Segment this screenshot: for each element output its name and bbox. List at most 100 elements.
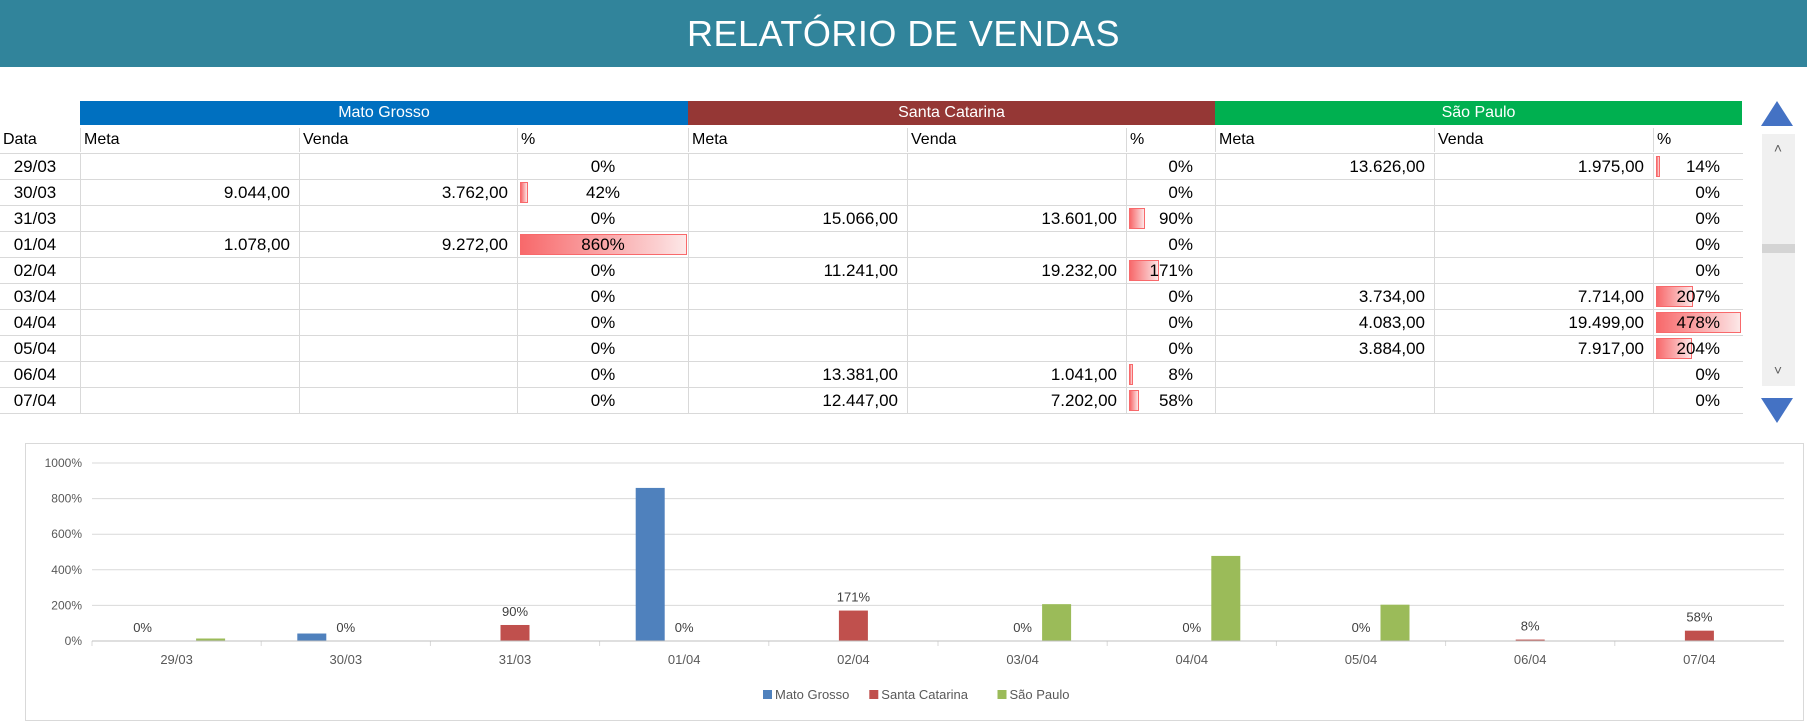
venda-cell-mg[interactable]: 3.762,00	[299, 180, 517, 206]
meta-cell-sc[interactable]: 13.381,00	[688, 362, 907, 388]
venda-cell-sp[interactable]	[1434, 258, 1653, 284]
percent-cell-mg[interactable]: 0%	[517, 336, 688, 362]
date-cell[interactable]: 30/03	[13, 183, 57, 202]
meta-cell-mg[interactable]	[80, 284, 299, 310]
venda-cell-sp[interactable]	[1434, 206, 1653, 232]
percent-cell-sp[interactable]: 0%	[1653, 232, 1742, 258]
percent-cell-mg[interactable]: 42%	[517, 180, 688, 206]
percent-cell-sc[interactable]: 8%	[1126, 362, 1215, 388]
percent-cell-mg[interactable]: 0%	[517, 388, 688, 414]
date-cell[interactable]: 31/03	[13, 209, 57, 228]
meta-cell-sp[interactable]: 3.734,00	[1215, 284, 1434, 310]
percent-cell-mg[interactable]: 0%	[517, 154, 688, 180]
venda-cell-mg[interactable]	[299, 388, 517, 414]
meta-cell-sc[interactable]: 12.447,00	[688, 388, 907, 414]
percent-cell-sp[interactable]: 207%	[1653, 284, 1742, 310]
meta-cell-sp[interactable]	[1215, 362, 1434, 388]
meta-cell-sc[interactable]	[688, 336, 907, 362]
percent-cell-sp[interactable]: 0%	[1653, 362, 1742, 388]
meta-cell-sp[interactable]	[1215, 232, 1434, 258]
meta-cell-sp[interactable]	[1215, 258, 1434, 284]
percent-cell-sp[interactable]: 204%	[1653, 336, 1742, 362]
date-cell[interactable]: 07/04	[13, 391, 57, 410]
percent-cell-sc[interactable]: 0%	[1126, 180, 1215, 206]
date-cell[interactable]: 06/04	[13, 365, 57, 384]
percent-cell-mg[interactable]: 0%	[517, 362, 688, 388]
scrollbar-thumb[interactable]	[1762, 244, 1795, 253]
percent-cell-sp[interactable]: 0%	[1653, 180, 1742, 206]
meta-cell-mg[interactable]: 9.044,00	[80, 180, 299, 206]
meta-cell-mg[interactable]	[80, 362, 299, 388]
venda-cell-mg[interactable]	[299, 258, 517, 284]
venda-cell-sc[interactable]: 1.041,00	[907, 362, 1126, 388]
percent-cell-sc[interactable]: 0%	[1126, 154, 1215, 180]
venda-cell-sp[interactable]: 19.499,00	[1434, 310, 1653, 336]
percent-cell-sc[interactable]: 0%	[1126, 232, 1215, 258]
percent-cell-mg[interactable]: 0%	[517, 284, 688, 310]
percent-cell-sp[interactable]: 478%	[1653, 310, 1742, 336]
meta-cell-mg[interactable]	[80, 388, 299, 414]
venda-cell-mg[interactable]	[299, 284, 517, 310]
venda-cell-sc[interactable]	[907, 180, 1126, 206]
venda-cell-sc[interactable]: 13.601,00	[907, 206, 1126, 232]
vertical-scrollbar[interactable]	[1762, 134, 1795, 386]
triangle-down-icon[interactable]	[1761, 398, 1793, 423]
percent-cell-sc[interactable]: 171%	[1126, 258, 1215, 284]
date-cell[interactable]: 02/04	[13, 261, 57, 280]
percent-cell-mg[interactable]: 860%	[517, 232, 688, 258]
meta-cell-sc[interactable]	[688, 180, 907, 206]
meta-cell-sc[interactable]	[688, 154, 907, 180]
venda-cell-mg[interactable]: 9.272,00	[299, 232, 517, 258]
percent-cell-sp[interactable]: 0%	[1653, 206, 1742, 232]
meta-cell-sp[interactable]	[1215, 388, 1434, 414]
date-cell[interactable]: 05/04	[13, 339, 57, 358]
percent-cell-sp[interactable]: 0%	[1653, 388, 1742, 414]
venda-cell-sp[interactable]	[1434, 180, 1653, 206]
venda-cell-sp[interactable]	[1434, 362, 1653, 388]
venda-cell-sc[interactable]: 19.232,00	[907, 258, 1126, 284]
date-cell[interactable]: 04/04	[13, 313, 57, 332]
percent-cell-sc[interactable]: 90%	[1126, 206, 1215, 232]
meta-cell-sp[interactable]: 3.884,00	[1215, 336, 1434, 362]
date-cell[interactable]: 01/04	[13, 235, 57, 254]
meta-cell-sc[interactable]: 15.066,00	[688, 206, 907, 232]
meta-cell-mg[interactable]	[80, 154, 299, 180]
meta-cell-sp[interactable]: 4.083,00	[1215, 310, 1434, 336]
venda-cell-sp[interactable]: 1.975,00	[1434, 154, 1653, 180]
percent-cell-sc[interactable]: 58%	[1126, 388, 1215, 414]
percent-cell-mg[interactable]: 0%	[517, 310, 688, 336]
venda-cell-sp[interactable]: 7.714,00	[1434, 284, 1653, 310]
percent-cell-mg[interactable]: 0%	[517, 206, 688, 232]
percent-cell-sc[interactable]: 0%	[1126, 336, 1215, 362]
percent-cell-sp[interactable]: 14%	[1653, 154, 1742, 180]
venda-cell-mg[interactable]	[299, 336, 517, 362]
meta-cell-sc[interactable]	[688, 232, 907, 258]
date-cell[interactable]: 03/04	[13, 287, 57, 306]
venda-cell-sc[interactable]	[907, 284, 1126, 310]
venda-cell-sc[interactable]	[907, 310, 1126, 336]
scroll-down-chevron-icon[interactable]: ˅	[1773, 362, 1783, 378]
venda-cell-sc[interactable]	[907, 154, 1126, 180]
meta-cell-mg[interactable]	[80, 310, 299, 336]
venda-cell-mg[interactable]	[299, 206, 517, 232]
venda-cell-sc[interactable]	[907, 232, 1126, 258]
meta-cell-mg[interactable]: 1.078,00	[80, 232, 299, 258]
triangle-up-icon[interactable]	[1761, 101, 1793, 126]
venda-cell-sp[interactable]	[1434, 388, 1653, 414]
percent-cell-sp[interactable]: 0%	[1653, 258, 1742, 284]
meta-cell-sc[interactable]	[688, 310, 907, 336]
percent-cell-sc[interactable]: 0%	[1126, 310, 1215, 336]
meta-cell-sc[interactable]: 11.241,00	[688, 258, 907, 284]
meta-cell-mg[interactable]	[80, 336, 299, 362]
percent-cell-mg[interactable]: 0%	[517, 258, 688, 284]
venda-cell-sc[interactable]	[907, 336, 1126, 362]
venda-cell-mg[interactable]	[299, 154, 517, 180]
meta-cell-sp[interactable]	[1215, 206, 1434, 232]
venda-cell-sp[interactable]	[1434, 232, 1653, 258]
venda-cell-sp[interactable]: 7.917,00	[1434, 336, 1653, 362]
venda-cell-sc[interactable]: 7.202,00	[907, 388, 1126, 414]
scroll-up-chevron-icon[interactable]: ˄	[1773, 140, 1783, 156]
venda-cell-mg[interactable]	[299, 310, 517, 336]
percent-cell-sc[interactable]: 0%	[1126, 284, 1215, 310]
meta-cell-sc[interactable]	[688, 284, 907, 310]
